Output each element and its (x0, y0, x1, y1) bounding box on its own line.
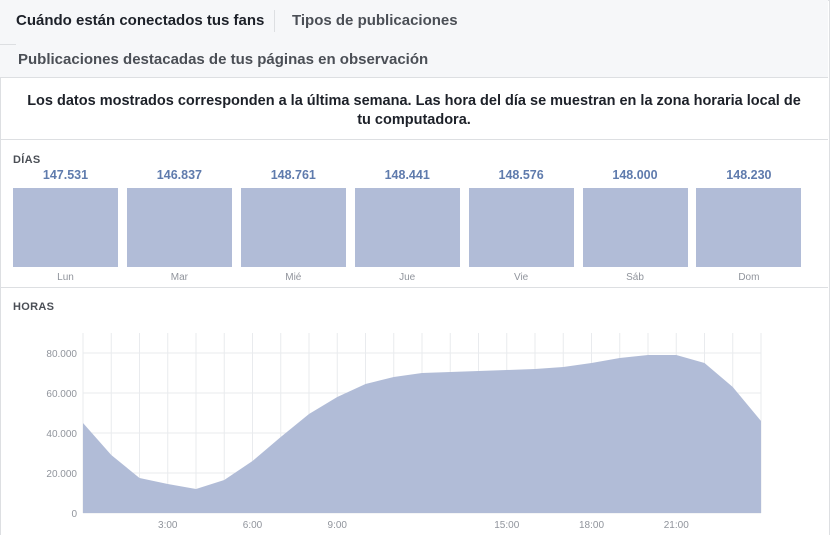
day-value-label: 148.230 (726, 168, 772, 182)
tab-post-types[interactable]: Tipos de publicaciones (292, 12, 458, 29)
day-category-label: Vie (513, 272, 529, 283)
section-divider (0, 287, 828, 288)
day-bar[interactable] (468, 188, 574, 267)
day-column-3[interactable]: 148.441 Jue (354, 164, 460, 287)
day-value-label: 146.837 (156, 168, 202, 182)
day-column-6[interactable]: 148.230 Dom (696, 164, 802, 287)
hours-section-label: HORAS (13, 301, 55, 313)
day-bar[interactable] (354, 188, 460, 267)
day-category-label: Mar (170, 272, 188, 283)
tab-when-fans-online[interactable]: Cuándo están conectados tus fans (16, 12, 265, 29)
day-bar[interactable] (126, 188, 232, 267)
day-category-label: Jue (399, 272, 416, 283)
day-value-label: 148.761 (270, 168, 316, 182)
tab-divider (0, 44, 16, 45)
day-value-label: 147.531 (42, 168, 89, 182)
day-category-label: Mié (285, 272, 302, 283)
day-bar[interactable] (13, 188, 118, 267)
day-bar[interactable] (582, 188, 688, 267)
day-value-label: 148.000 (612, 168, 658, 182)
day-column-0[interactable]: 147.531 Lun (13, 164, 118, 287)
day-value-label: 148.441 (384, 168, 430, 182)
day-column-5[interactable]: 148.000 Sáb (582, 164, 688, 287)
day-value-label: 148.576 (498, 168, 544, 182)
tab-separator (274, 10, 275, 32)
days-section-label: DÍAS (13, 154, 41, 166)
day-category-label: Lun (57, 272, 74, 283)
day-category-label: Sáb (626, 272, 644, 283)
tab-top-posts-watched-pages[interactable]: Publicaciones destacadas de tus páginas … (18, 51, 429, 68)
day-bar[interactable] (696, 188, 802, 267)
tab-bar: Cuándo están conectados tus fans Tipos d… (0, 0, 828, 78)
day-column-4[interactable]: 148.576 Vie (468, 164, 574, 287)
timezone-notice: Los datos mostrados corresponden a la úl… (0, 78, 828, 140)
day-column-2[interactable]: 148.761 Mié (240, 164, 346, 287)
day-bar[interactable] (240, 188, 346, 267)
day-column-1[interactable]: 146.837 Mar (126, 164, 232, 287)
day-category-label: Dom (738, 272, 760, 283)
